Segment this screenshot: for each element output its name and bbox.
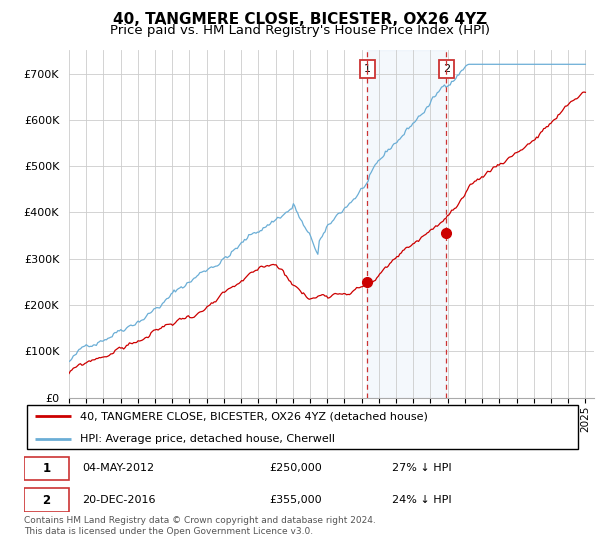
Text: 1: 1 [364, 64, 371, 74]
FancyBboxPatch shape [24, 488, 68, 512]
Text: 40, TANGMERE CLOSE, BICESTER, OX26 4YZ (detached house): 40, TANGMERE CLOSE, BICESTER, OX26 4YZ (… [80, 411, 428, 421]
Bar [367, 50, 446, 398]
Text: Price paid vs. HM Land Registry's House Price Index (HPI): Price paid vs. HM Land Registry's House … [110, 24, 490, 37]
Text: 27% ↓ HPI: 27% ↓ HPI [392, 463, 452, 473]
Text: 40, TANGMERE CLOSE, BICESTER, OX26 4YZ: 40, TANGMERE CLOSE, BICESTER, OX26 4YZ [113, 12, 487, 27]
Text: 2: 2 [42, 493, 50, 507]
FancyBboxPatch shape [24, 456, 68, 480]
Text: 2: 2 [443, 64, 450, 74]
Text: 20-DEC-2016: 20-DEC-2016 [83, 495, 156, 505]
Text: Contains HM Land Registry data © Crown copyright and database right 2024.
This d: Contains HM Land Registry data © Crown c… [24, 516, 376, 536]
Text: £250,000: £250,000 [269, 463, 322, 473]
Text: 1: 1 [42, 462, 50, 475]
Text: £355,000: £355,000 [269, 495, 322, 505]
Text: 04-MAY-2012: 04-MAY-2012 [83, 463, 155, 473]
Text: HPI: Average price, detached house, Cherwell: HPI: Average price, detached house, Cher… [80, 434, 335, 444]
FancyBboxPatch shape [27, 405, 578, 449]
Text: 24% ↓ HPI: 24% ↓ HPI [392, 495, 452, 505]
